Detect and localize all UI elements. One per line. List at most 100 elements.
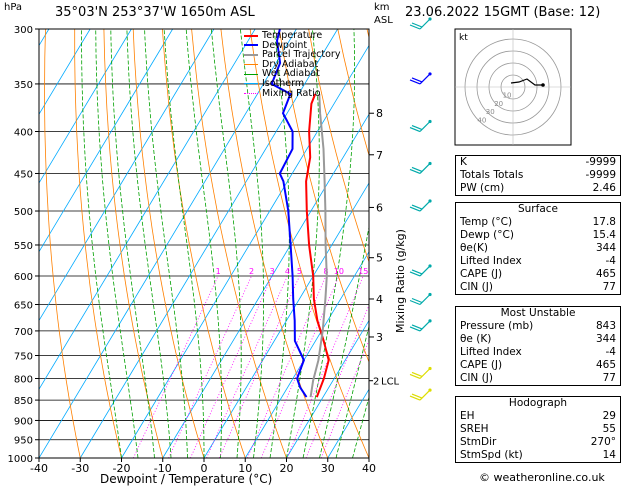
surface-row: Lifted Index -4 — [456, 255, 620, 268]
wind-barb — [409, 72, 432, 85]
km-tick-label: 4 — [376, 293, 383, 306]
y-tick-label: 850 — [14, 396, 33, 407]
legend-item: Wet Adiabat — [244, 69, 360, 79]
dry-adiabat — [103, 29, 164, 458]
isotherm — [39, 29, 297, 458]
copyright-footer[interactable]: © weatheronline.co.uk — [479, 471, 605, 484]
index-row-k: K -9999 — [456, 156, 620, 169]
wet-adiabat — [335, 324, 369, 458]
row-label: CAPE (J) — [460, 359, 503, 371]
barb-dot — [428, 388, 432, 392]
mu-row: Lifted Index -4 — [456, 346, 620, 359]
barb-dot — [428, 264, 432, 268]
legend-item: Isotherm — [244, 79, 360, 89]
row-label: StmDir — [460, 436, 497, 448]
row-value: 15.4 — [592, 229, 616, 241]
surface-title: Surface — [517, 203, 558, 215]
legend-label: Isotherm — [262, 77, 305, 89]
legend-item: Parcel Trajectory — [244, 50, 360, 60]
barb-dot — [428, 366, 432, 371]
wet-adiabat — [110, 29, 155, 458]
hodo-row: SREH 55 — [456, 423, 620, 436]
barb-staff — [419, 121, 431, 132]
barb-dot — [428, 72, 432, 76]
hodo-row: StmDir 270° — [456, 436, 620, 449]
row-label: Lifted Index — [460, 346, 522, 358]
wind-barb — [409, 319, 432, 332]
mixing-ratio-label: 3 — [270, 267, 275, 276]
hodograph-ring-label: 20 — [494, 100, 503, 108]
barb-staff — [419, 389, 431, 401]
mu-row: Pressure (mb) 843 — [456, 320, 620, 333]
barb-dot — [428, 199, 432, 203]
wet-adiabat — [286, 29, 320, 458]
legend: Temperature Dewpoint Parcel Trajectory D… — [244, 31, 360, 98]
wet-adiabat — [185, 29, 222, 458]
barb-flag — [411, 269, 423, 275]
wet-adiabat — [302, 29, 355, 458]
row-value: 77 — [602, 372, 616, 384]
wet-adiabat — [269, 29, 290, 458]
barb-staff — [419, 294, 431, 305]
wind-barb — [409, 17, 432, 30]
mu-row: CAPE (J) 465 — [456, 359, 620, 372]
row-label: CAPE (J) — [460, 268, 503, 280]
hodograph-trace — [510, 78, 543, 86]
lcl-km-label: 2 — [373, 377, 379, 388]
row-value: -4 — [605, 346, 616, 358]
km-tick-label: 3 — [376, 331, 383, 344]
row-value: 843 — [595, 320, 616, 332]
row-label: StmSpd (kt) — [460, 449, 523, 461]
legend-label: Parcel Trajectory — [262, 49, 341, 61]
row-label: Pressure (mb) — [460, 320, 534, 332]
x-axis-label: Dewpoint / Temperature (°C) — [100, 472, 273, 486]
wind-barb — [409, 119, 432, 133]
row-value: 344 — [595, 242, 616, 254]
mixing-ratio-line — [218, 275, 300, 458]
x-tick-label: -40 — [30, 462, 48, 475]
barb-staff — [419, 163, 431, 174]
hodo-row: StmSpd (kt) 14 — [456, 449, 620, 462]
barb-staff — [419, 265, 431, 277]
x-tick-label: -20 — [113, 462, 131, 475]
barb-dot — [428, 319, 432, 323]
plot-frame — [38, 28, 370, 459]
barb-flag — [409, 24, 421, 30]
isotherm — [203, 182, 369, 458]
row-label: Dewp (°C) — [460, 229, 514, 241]
isotherm — [79, 29, 338, 458]
barb-dot — [428, 119, 432, 124]
barb-flag — [411, 77, 423, 83]
dry-adiabat — [132, 29, 205, 458]
hodograph-title: Hodograph — [508, 397, 568, 409]
row-label: CIN (J) — [460, 372, 493, 384]
barb-flag — [409, 168, 421, 175]
barb-flag — [409, 326, 421, 332]
surface-row: Temp (°C) 17.8 — [456, 216, 620, 229]
dry-adiabat — [44, 29, 81, 458]
wet-adiabat — [210, 29, 242, 458]
barb-flag — [411, 324, 423, 330]
y-tick-label: 600 — [14, 272, 33, 283]
row-label: θe(K) — [460, 242, 488, 254]
isotherm — [39, 29, 132, 184]
isotherm — [39, 29, 256, 391]
row-value: -4 — [605, 255, 616, 267]
hodograph-unit-label: kt — [459, 33, 468, 43]
mixing-ratio-label: 5 — [297, 267, 302, 276]
y-tick-label: 750 — [14, 351, 33, 362]
most-unstable-panel: Most Unstable Pressure (mb) 843 θe (K) 344… — [455, 306, 621, 386]
row-value: 77 — [602, 281, 616, 293]
x-tick-label: 10 — [238, 462, 252, 475]
isotherm — [121, 44, 369, 458]
profile-temperature — [305, 93, 330, 398]
x-tick-label: 40 — [362, 462, 376, 475]
barb-staff — [419, 320, 431, 332]
surface-row: CAPE (J) 465 — [456, 268, 620, 281]
row-label: Lifted Index — [460, 255, 522, 267]
row-label: EH — [460, 410, 475, 422]
barb-staff — [419, 73, 431, 85]
row-value: 270° — [590, 436, 616, 448]
row-value: 14 — [602, 449, 616, 461]
